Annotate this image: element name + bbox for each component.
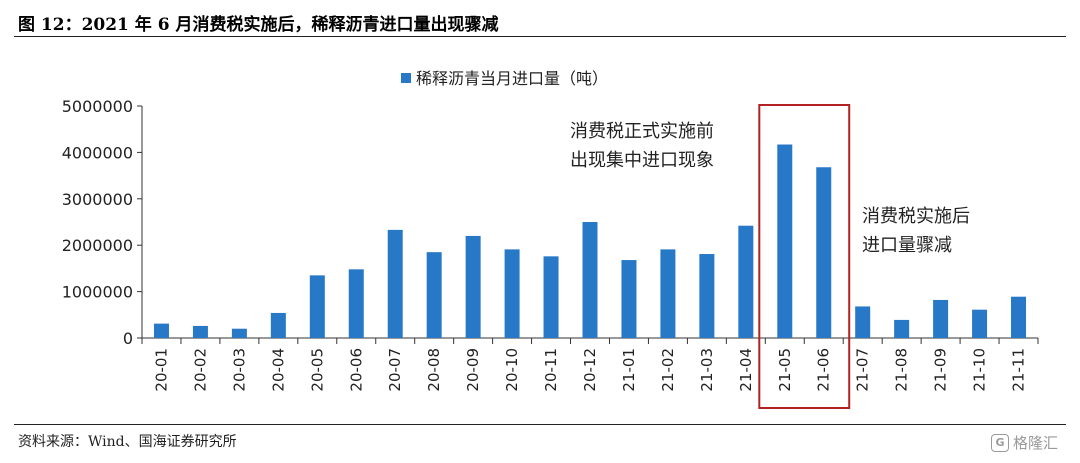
x-axis: 20-01 20-02 20-03 20-04 20-05 20-06 20-07 20-08…	[141, 337, 1039, 392]
y-tick-label: 0	[123, 329, 133, 348]
x-tick-label: 20-06	[347, 348, 365, 392]
bar	[348, 269, 364, 338]
bar	[270, 312, 286, 338]
x-tick-label: 20-03	[230, 348, 248, 392]
annotation-before-line: 出现集中进口现象	[570, 150, 714, 171]
highlight-box	[758, 104, 851, 409]
bar	[738, 225, 754, 338]
highlight-rect	[758, 104, 851, 409]
bar	[543, 256, 559, 338]
y-tick-label: 1000000	[62, 283, 133, 302]
bar	[777, 144, 793, 338]
x-tick-label: 20-08	[425, 348, 443, 392]
x-tick-label: 21-10	[971, 348, 989, 392]
top-rule	[14, 36, 1066, 37]
x-tick-label: 21-01	[620, 348, 638, 392]
watermark: G 格隆汇	[990, 432, 1058, 453]
bar	[894, 319, 910, 338]
x-tick-label: 20-12	[581, 348, 599, 392]
bar	[465, 235, 481, 338]
bar	[387, 229, 403, 338]
x-tick-label: 20-11	[542, 348, 560, 392]
source-note: 资料来源：Wind、国海证券研究所	[18, 434, 237, 450]
bar	[816, 167, 832, 338]
y-tick-label: 3000000	[62, 190, 133, 209]
bar	[153, 323, 169, 338]
x-tick-label: 21-06	[815, 348, 833, 392]
x-tick-label: 21-05	[776, 348, 794, 392]
bar	[660, 249, 676, 338]
y-tick-label: 4000000	[62, 143, 133, 162]
bar	[855, 306, 871, 338]
watermark-logo-icon: G	[990, 433, 1009, 452]
bottom-rule	[14, 424, 1066, 425]
bar	[231, 328, 247, 338]
legend: 稀释沥青当月进口量（吨）	[401, 69, 608, 88]
bar	[699, 254, 715, 338]
annotation-after-line: 进口量骤减	[862, 235, 952, 256]
x-tick-label: 20-07	[386, 348, 404, 392]
bar	[582, 222, 598, 338]
y-axis: 0 1000000 2000000 3000000 4000000 5000000	[62, 97, 143, 348]
x-tick-label: 21-08	[893, 348, 911, 392]
x-tick-label: 20-01	[152, 348, 170, 392]
x-tick-label: 21-11	[1010, 348, 1028, 392]
x-tick-label: 21-04	[737, 348, 755, 392]
bar	[426, 252, 442, 338]
bar	[621, 260, 637, 338]
x-tick-label: 20-10	[503, 348, 521, 392]
x-tick-label: 20-02	[191, 348, 209, 392]
figure-title: 图 12：2021 年 6 月消费税实施后，稀释沥青进口量出现骤减	[18, 15, 499, 35]
x-tick-label: 21-09	[932, 348, 950, 392]
legend-label: 稀释沥青当月进口量（吨）	[416, 69, 608, 88]
bar	[309, 275, 325, 338]
x-tick-label: 21-02	[659, 348, 677, 392]
watermark-text: 格隆汇	[1012, 434, 1058, 452]
x-tick-label: 21-07	[854, 348, 872, 392]
bar-series	[153, 144, 1027, 338]
x-tick-label: 21-03	[698, 348, 716, 392]
annotation-after-line: 消费税实施后	[862, 206, 970, 227]
x-tick-label: 20-04	[269, 348, 287, 392]
bar	[933, 299, 949, 338]
bar	[192, 325, 208, 338]
bar	[1011, 296, 1027, 338]
bar	[972, 309, 988, 338]
legend-swatch	[401, 73, 411, 83]
y-tick-label: 5000000	[62, 97, 133, 116]
annotation-before-line: 消费税正式实施前	[570, 121, 714, 142]
x-tick-label: 20-09	[464, 348, 482, 392]
x-tick-label: 20-05	[308, 348, 326, 392]
bar	[504, 249, 520, 338]
y-tick-label: 2000000	[62, 236, 133, 255]
